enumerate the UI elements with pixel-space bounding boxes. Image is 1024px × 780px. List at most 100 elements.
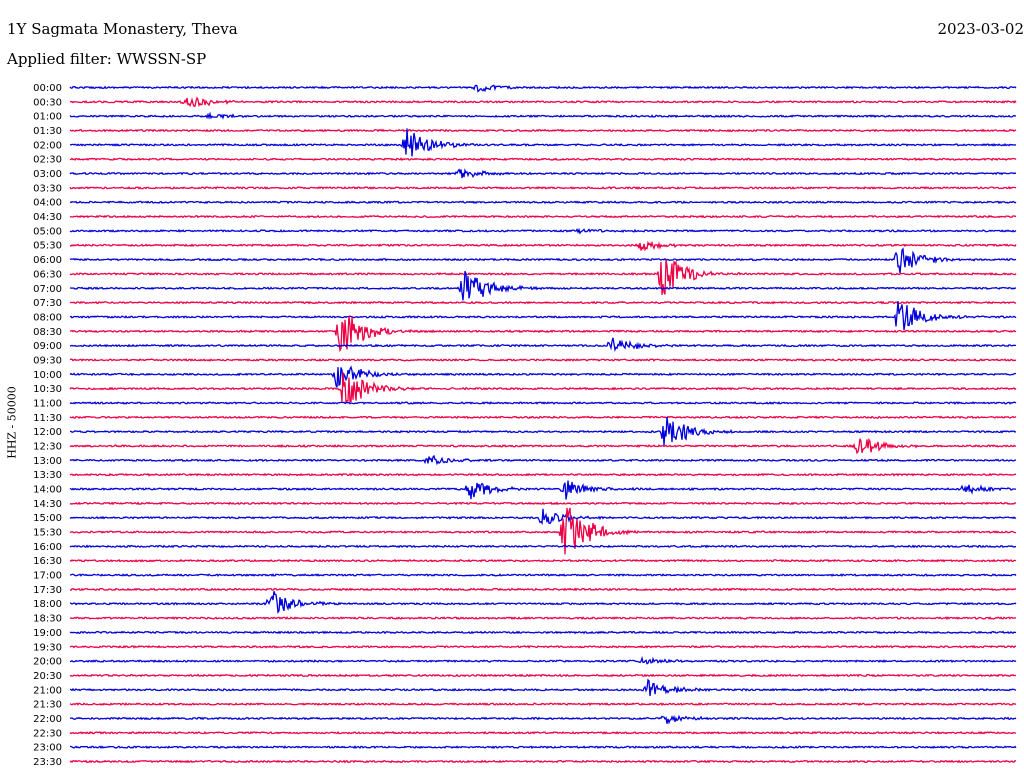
trace-line (69, 300, 1017, 305)
trace-line (69, 301, 1017, 331)
tick-label: 10:00 (33, 370, 62, 381)
trace-line (69, 644, 1017, 649)
trace-line (69, 372, 1017, 405)
trace-line (69, 472, 1016, 477)
tick-label: 14:30 (33, 499, 62, 510)
trace-line (69, 247, 1017, 274)
trace-line (69, 358, 1017, 362)
tick-label: 00:30 (33, 97, 62, 108)
tick-label: 03:00 (33, 169, 62, 180)
tick-label: 00:00 (33, 83, 62, 94)
trace-line (69, 401, 1017, 405)
tick-label-layer: 00:00 00:30 01:00 01:30 02:00 02:30 03:00 03:30… (33, 83, 62, 768)
trace-line (69, 678, 1017, 697)
trace-line (69, 454, 1017, 466)
tick-label: 11:00 (33, 398, 62, 409)
trace-line (69, 227, 1017, 235)
tick-label: 20:30 (33, 671, 62, 682)
tick-label: 22:00 (33, 714, 62, 725)
trace-line (69, 655, 1017, 665)
trace-line (70, 416, 1017, 446)
tick-label: 15:30 (33, 528, 62, 539)
tick-label: 06:00 (33, 255, 62, 266)
trace-line (69, 270, 1017, 301)
tick-label: 19:30 (33, 642, 62, 653)
trace-line (69, 544, 1017, 549)
tick-label: 08:30 (33, 327, 62, 338)
trace-line (69, 168, 1016, 179)
trace-line (69, 573, 1017, 577)
tick-label: 16:00 (33, 542, 62, 553)
date-label: 2023-03-02 (937, 20, 1024, 38)
trace-line (69, 200, 1017, 205)
trace-line (69, 616, 1017, 621)
tick-label: 13:30 (33, 470, 62, 481)
tick-label: 12:00 (33, 427, 62, 438)
trace-line (69, 501, 1017, 506)
tick-label: 17:30 (33, 585, 62, 596)
trace-line (69, 84, 1017, 93)
tick-label: 07:30 (33, 298, 62, 309)
tick-label: 21:00 (33, 685, 62, 696)
tick-label: 20:00 (33, 657, 62, 668)
tick-label: 18:30 (33, 614, 62, 625)
tick-label: 04:00 (33, 198, 62, 209)
tick-label: 07:00 (33, 284, 62, 295)
trace-line (69, 214, 1016, 219)
trace-line (69, 337, 1017, 353)
filter-label: Applied filter: WWSSN-SP (7, 50, 207, 68)
trace-line (69, 186, 1017, 190)
trace-line (69, 591, 1017, 614)
tick-label: 03:30 (33, 183, 62, 194)
trace-line (69, 437, 1017, 455)
trace-line (69, 365, 1017, 388)
tick-label: 02:30 (33, 155, 62, 166)
trace-line (70, 745, 1017, 750)
trace-line (69, 558, 1017, 563)
tick-label: 02:00 (33, 140, 62, 151)
trace-line (69, 730, 1017, 735)
trace-line (69, 480, 1016, 500)
tick-label: 18:00 (33, 599, 62, 610)
tick-label: 05:00 (33, 226, 62, 237)
tick-label: 23:30 (33, 757, 62, 768)
trace-line (69, 128, 1017, 133)
trace-line (69, 259, 1017, 295)
trace-line (69, 508, 1017, 526)
trace-line (69, 759, 1017, 764)
tick-label: 15:00 (33, 513, 62, 524)
trace-line (69, 240, 1017, 252)
trace-layer (69, 84, 1017, 764)
tick-label: 12:30 (33, 442, 62, 453)
tick-label: 04:30 (33, 212, 62, 223)
trace-line (69, 96, 1017, 108)
tick-label: 09:30 (33, 355, 62, 366)
station-title: 1Y Sagmata Monastery, Theva (7, 20, 238, 38)
tick-label: 08:00 (33, 312, 62, 323)
tick-label: 05:30 (33, 241, 62, 252)
trace-line (69, 111, 1017, 120)
tick-label: 22:30 (33, 728, 62, 739)
trace-line (69, 507, 1017, 555)
trace-line (69, 702, 1017, 707)
trace-line (69, 157, 1017, 162)
trace-line (70, 315, 1017, 353)
tick-label: 01:00 (33, 112, 62, 123)
tick-label: 09:00 (33, 341, 62, 352)
tick-label: 10:30 (33, 384, 62, 395)
tick-label: 06:30 (33, 269, 62, 280)
tick-label: 16:30 (33, 556, 62, 567)
trace-line (69, 128, 1017, 157)
trace-line (69, 714, 1017, 725)
trace-line (69, 415, 1017, 420)
tick-label: 14:00 (33, 485, 62, 496)
tick-label: 01:30 (33, 126, 62, 137)
trace-line (69, 673, 1017, 678)
tick-label: 19:00 (33, 628, 62, 639)
tick-label: 23:00 (33, 743, 62, 754)
tick-label: 17:00 (33, 571, 62, 582)
trace-line (69, 630, 1017, 635)
tick-label: 13:00 (33, 456, 62, 467)
trace-line (69, 587, 1016, 592)
